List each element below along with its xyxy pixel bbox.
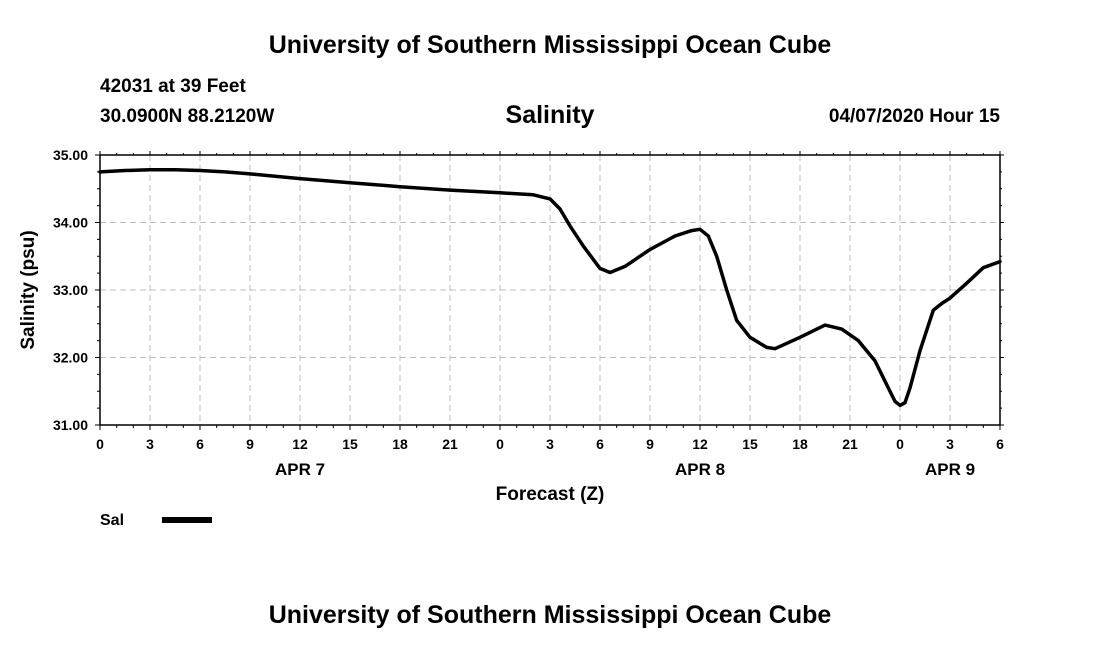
y-tick-label: 32.00: [53, 350, 88, 366]
x-tick-label: 15: [742, 436, 758, 452]
x-tick-label: 9: [246, 436, 254, 452]
legend-label: Sal: [100, 512, 124, 529]
axes: 0 3 6 9 12 15 18 21 0 3 6 9 12 15 18 21 0 3 6 31.00 32.00 33.…: [18, 147, 1004, 505]
legend: Sal: [100, 512, 212, 529]
x-tick-label: 21: [442, 436, 458, 452]
station-label: 42031 at 39 Feet: [100, 76, 246, 97]
y-tick-label: 34.00: [53, 215, 88, 231]
y-tick-label: 31.00: [53, 417, 88, 433]
x-tick-label: 6: [196, 436, 204, 452]
x-tick-label: 12: [692, 436, 708, 452]
page-title: University of Southern Mississippi Ocean…: [268, 31, 832, 59]
location-label: 30.0900N 88.2120W: [100, 106, 275, 127]
x-tick-label: 0: [496, 436, 504, 452]
x-tick-label: 6: [596, 436, 604, 452]
x-tick-label: 3: [946, 436, 954, 452]
y-axis-label: Salinity (psu): [18, 230, 39, 349]
x-tick-label: 3: [146, 436, 154, 452]
x-tick-label: 18: [392, 436, 408, 452]
x-tick-label: 0: [896, 436, 904, 452]
plot-area: [98, 168, 1002, 408]
run-time-label: 04/07/2020 Hour 15: [828, 106, 1000, 127]
x-tick-label: 15: [342, 436, 358, 452]
date-label: APR 9: [925, 460, 975, 479]
y-tick-label: 35.00: [53, 147, 88, 163]
grid: [100, 155, 1000, 425]
footer-title: University of Southern Mississippi Ocean…: [268, 601, 832, 629]
x-tick-label: 6: [996, 436, 1004, 452]
date-label: APR 7: [275, 460, 325, 479]
series-line-sal: [98, 168, 1002, 408]
date-label: APR 8: [675, 460, 725, 479]
variable-title: Salinity: [505, 101, 595, 129]
y-tick-label: 33.00: [53, 282, 88, 298]
x-tick-label: 3: [546, 436, 554, 452]
x-tick-label: 18: [792, 436, 808, 452]
x-tick-label: 21: [842, 436, 858, 452]
x-tick-label: 12: [292, 436, 308, 452]
x-tick-label: 9: [646, 436, 654, 452]
x-axis-label: Forecast (Z): [496, 484, 605, 505]
x-tick-label: 0: [96, 436, 104, 452]
